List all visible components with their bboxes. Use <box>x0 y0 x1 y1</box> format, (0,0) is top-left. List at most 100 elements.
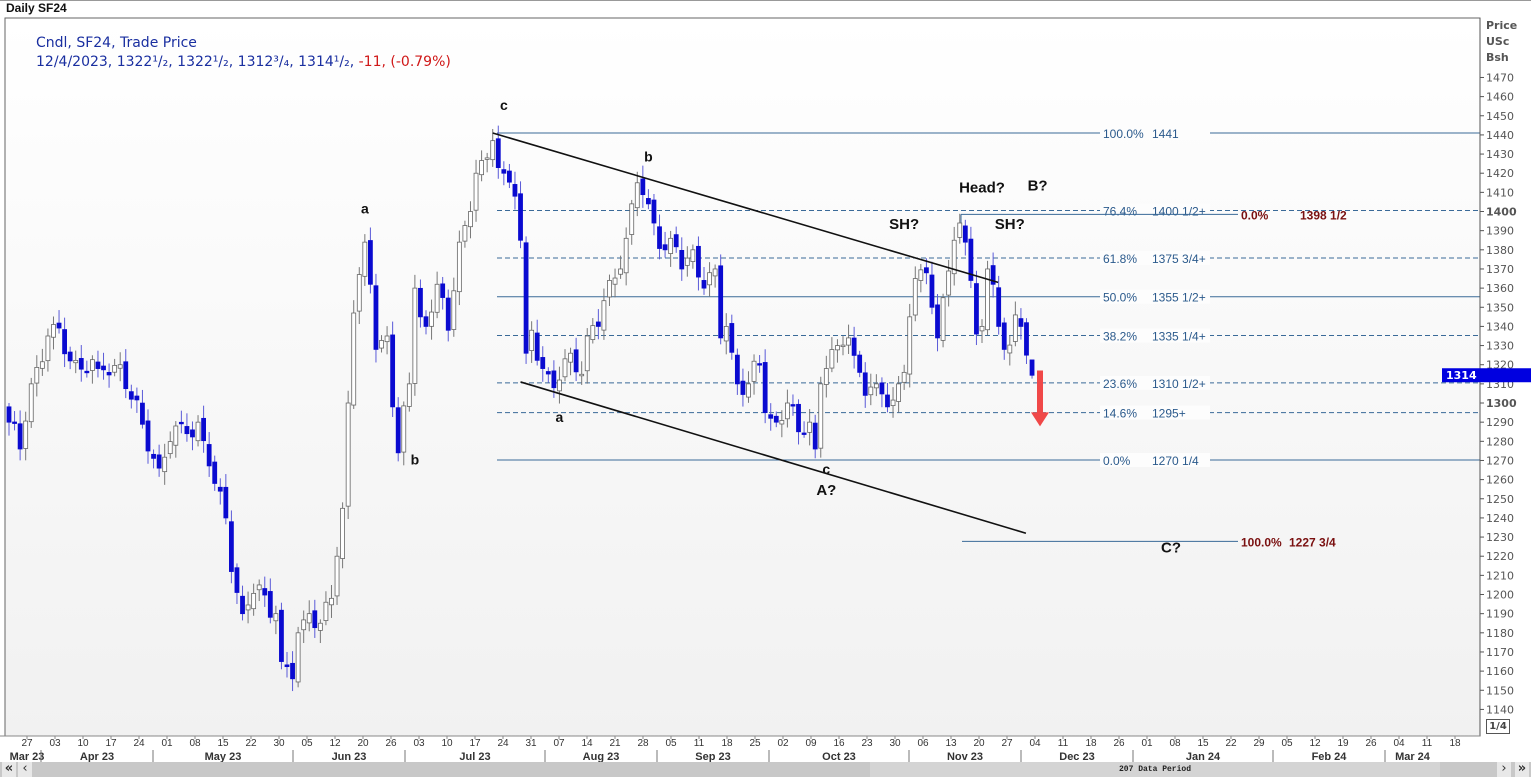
candle-up <box>584 335 590 372</box>
candle-up <box>623 237 629 274</box>
chart-legend: Cndl, SF24, Trade Price 12/4/2023, 1322¹… <box>36 34 451 72</box>
x-week-label: 20 <box>973 738 985 749</box>
candle-up <box>301 619 307 631</box>
candle-down <box>990 265 996 285</box>
wave-label: B? <box>1028 177 1048 194</box>
fib-pct-label: 23.6% <box>1103 377 1137 391</box>
y-tick-label: 1300 <box>1486 397 1517 410</box>
candle-down <box>1001 322 1007 350</box>
candle-down <box>240 595 245 615</box>
y-tick-label: 1160 <box>1486 665 1514 678</box>
candle-down <box>106 372 112 376</box>
candle-down <box>790 404 796 407</box>
x-week-label: 29 <box>1253 738 1265 749</box>
y-tick-label: 1150 <box>1486 684 1514 697</box>
x-week-label: 18 <box>721 738 733 749</box>
candle-up <box>707 272 712 286</box>
candle-up <box>317 622 323 631</box>
y-tick-label: 1340 <box>1486 320 1514 333</box>
candle-up <box>162 456 168 473</box>
candle-up <box>823 368 829 385</box>
x-month-label: Mar 24 <box>1395 751 1431 763</box>
candle-up <box>818 383 824 449</box>
fib-price-label: 1270 1/4 <box>1152 454 1199 468</box>
candle-down <box>857 354 863 373</box>
scroll-last-icon[interactable]: » <box>1515 762 1529 777</box>
scroll-right-icon[interactable]: › <box>1497 762 1511 777</box>
candle-up <box>251 592 257 610</box>
fib-pct-label: 61.8% <box>1103 252 1137 266</box>
x-week-label: 18 <box>1085 738 1097 749</box>
page-indicator[interactable]: 1/4 <box>1486 719 1510 734</box>
candle-up <box>351 312 357 406</box>
candle-up <box>951 239 957 275</box>
wave-label: a <box>361 200 369 216</box>
x-week-label: 16 <box>833 738 845 749</box>
x-week-label: 25 <box>749 738 761 749</box>
candle-down <box>657 226 662 249</box>
candle-up <box>751 360 757 382</box>
candle-down <box>879 382 885 395</box>
legend-open: 1322¹/₂, <box>116 54 173 70</box>
candle-down <box>662 244 668 251</box>
x-month-label: Mar 23 <box>10 751 45 763</box>
candle-down <box>95 361 101 369</box>
scroll-thumb[interactable]: 207 Data Period <box>870 762 1440 777</box>
x-week-label: 18 <box>1449 738 1461 749</box>
candle-up <box>712 268 718 277</box>
x-month-label: Jan 24 <box>1186 751 1221 763</box>
candle-down <box>423 316 429 327</box>
candle-down <box>418 287 423 318</box>
y-tick-label: 1210 <box>1486 569 1514 582</box>
candle-down <box>373 285 379 350</box>
fib-pct-label: 50.0% <box>1103 291 1137 305</box>
fib-label-bg <box>1100 126 1210 140</box>
legend-high: 1322¹/₂, <box>177 54 234 70</box>
candle-down <box>228 521 234 572</box>
candle-down <box>284 664 290 668</box>
scroll-left-icon[interactable]: ‹ <box>18 762 32 777</box>
candle-up <box>273 613 279 622</box>
legend-date: 12/4/2023, <box>36 54 113 70</box>
candle-up <box>912 278 918 316</box>
y-tick-label: 1170 <box>1486 646 1514 659</box>
candle-down <box>501 169 507 174</box>
candle-up <box>340 507 346 559</box>
horizontal-scrollbar[interactable]: « ‹ 207 Data Period › » <box>0 762 1531 777</box>
candle-up <box>918 269 924 281</box>
x-week-label: 26 <box>1113 738 1125 749</box>
candle-down <box>640 178 646 196</box>
x-week-label: 03 <box>413 738 425 749</box>
candle-up <box>940 297 946 341</box>
x-week-label: 21 <box>609 738 621 749</box>
candle-down <box>201 417 207 442</box>
x-week-label: 24 <box>133 738 145 749</box>
candle-up <box>334 555 340 597</box>
candle-down <box>796 403 801 433</box>
candle-down <box>768 414 774 419</box>
y-axis-title-line: USc <box>1486 35 1510 48</box>
x-month-label: Oct 23 <box>822 751 856 763</box>
candle-down <box>206 444 212 467</box>
candle-down <box>812 422 818 450</box>
fib-pct-label: 100.0% <box>1103 127 1144 141</box>
x-week-label: 30 <box>273 738 285 749</box>
candle-down <box>962 225 968 243</box>
candle-down <box>518 193 523 241</box>
candle-down <box>290 662 295 680</box>
scroll-first-icon[interactable]: « <box>2 762 16 777</box>
candle-down <box>190 429 195 438</box>
fib-label-bg <box>1100 250 1210 265</box>
candle-up <box>629 203 635 235</box>
candle-up <box>490 140 496 161</box>
candle-down <box>62 329 67 355</box>
legend-change: -11, <box>358 54 386 70</box>
candle-up <box>356 274 362 312</box>
x-week-label: 01 <box>1141 738 1153 749</box>
candle-down <box>390 334 396 408</box>
x-month-label: Aug 23 <box>583 751 620 763</box>
x-week-label: 22 <box>245 738 257 749</box>
wave-label: a <box>556 409 564 425</box>
x-week-label: 15 <box>1197 738 1209 749</box>
